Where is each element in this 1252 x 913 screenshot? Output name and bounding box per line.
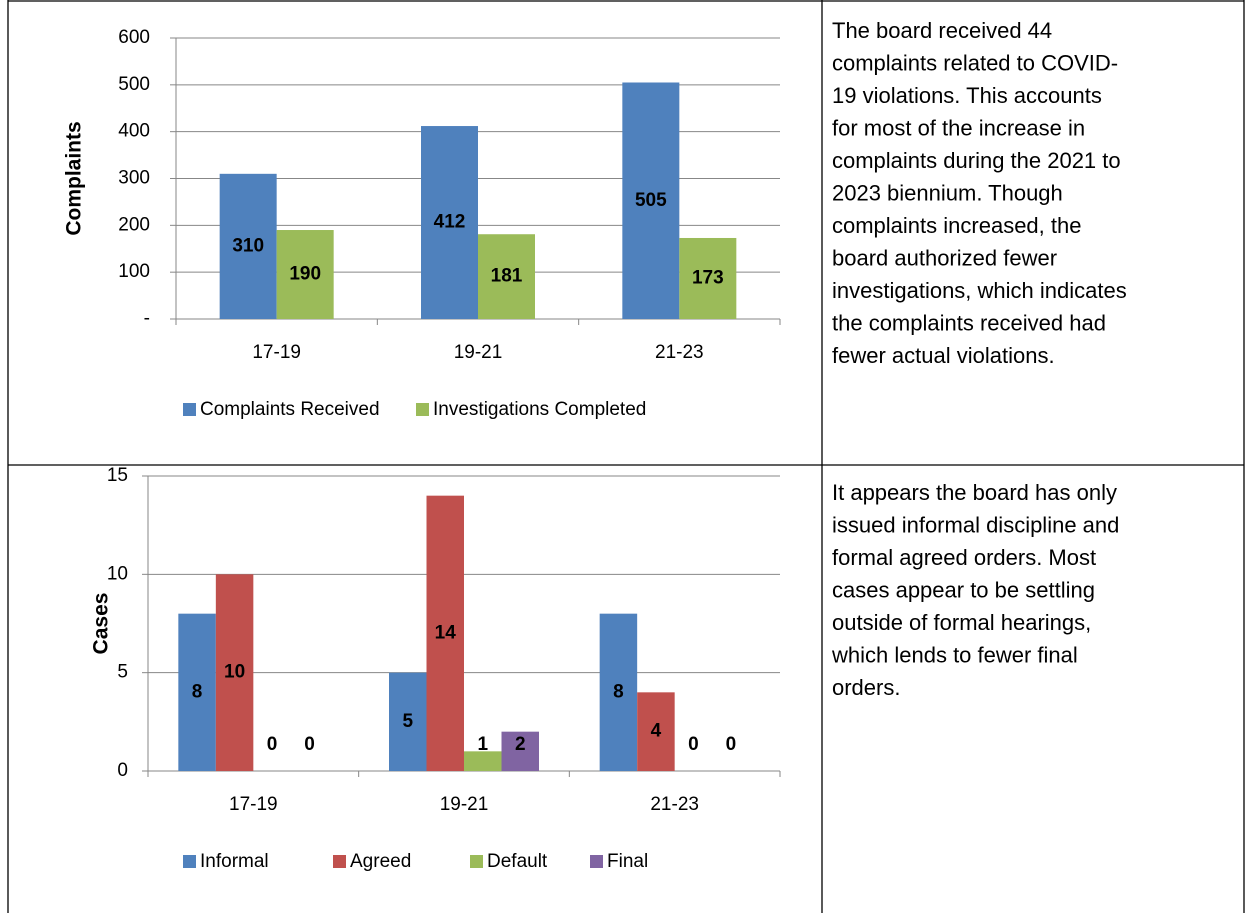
legend-swatch	[416, 403, 429, 416]
table-borders	[7, 0, 1245, 913]
value-label: 4	[651, 721, 662, 742]
bar	[599, 613, 638, 771]
value-label: 310	[232, 235, 264, 256]
legend-swatch	[183, 855, 196, 868]
value-label: 0	[267, 734, 278, 755]
legend-label: Investigations Completed	[433, 399, 646, 420]
note-line: the complaints received had	[832, 311, 1106, 336]
note-line: It appears the board has only	[832, 480, 1117, 505]
value-label: 412	[434, 212, 466, 233]
bar	[464, 751, 502, 771]
bar	[276, 230, 334, 319]
note-line: 2023 biennium. Though	[832, 181, 1063, 206]
legend-swatch	[590, 855, 603, 868]
x-tick-label: 19-21	[440, 794, 489, 815]
legend-label: Informal	[200, 851, 269, 872]
bar	[426, 495, 464, 771]
bar	[178, 613, 216, 771]
legend-swatch	[470, 855, 483, 868]
value-label: 10	[224, 662, 245, 683]
value-label: 8	[192, 681, 203, 702]
value-label: 0	[304, 734, 315, 755]
value-label: 8	[613, 681, 624, 702]
x-tick-label: 17-19	[252, 342, 301, 363]
y-tick-label: 400	[118, 121, 150, 142]
value-label: 1	[477, 734, 488, 755]
bar	[421, 126, 478, 320]
bar	[389, 672, 427, 771]
value-label: 2	[515, 734, 526, 755]
value-label: 0	[688, 734, 699, 755]
legend-label: Complaints Received	[200, 399, 380, 420]
note-line: for most of the increase in	[832, 116, 1085, 141]
y-tick-label: 500	[118, 74, 150, 95]
value-label: 14	[435, 622, 457, 643]
note-line: orders.	[832, 675, 900, 700]
legend-swatch	[333, 855, 346, 868]
y-tick-label: 100	[118, 261, 150, 282]
y-tick-label: 300	[118, 168, 150, 189]
bar	[637, 692, 675, 771]
bar	[501, 731, 539, 771]
note-line: formal agreed orders. Most	[832, 545, 1096, 570]
x-tick-label: 21-23	[650, 794, 699, 815]
x-tick-label: 19-21	[454, 342, 503, 363]
x-tick-label: 17-19	[229, 794, 278, 815]
y-tick-label: 0	[117, 760, 128, 781]
note-line: complaints during the 2021 to	[832, 148, 1121, 173]
y-tick-label: 10	[107, 563, 128, 584]
bar	[215, 574, 254, 771]
value-label: 173	[692, 268, 724, 289]
y-tick-label: 200	[118, 214, 150, 235]
bar	[679, 237, 737, 319]
value-label: 181	[491, 266, 523, 287]
bar	[219, 173, 277, 319]
bar	[622, 82, 680, 319]
y-tick-label: -	[144, 308, 150, 329]
note-line: investigations, which indicates	[832, 278, 1127, 303]
y-tick-label: 600	[118, 27, 150, 48]
value-label: 190	[289, 264, 321, 285]
note-line: The board received 44	[832, 18, 1052, 43]
note-line: fewer actual violations.	[832, 343, 1055, 368]
bar	[478, 234, 535, 319]
value-label: 5	[402, 711, 413, 732]
y-tick-label: 5	[117, 662, 128, 683]
note-line: outside of formal hearings,	[832, 610, 1091, 635]
y-axis-title: Cases	[90, 593, 113, 655]
note-line: which lends to fewer final	[831, 643, 1078, 668]
note-line: 19 violations. This accounts	[832, 83, 1102, 108]
y-tick-label: 15	[107, 465, 128, 486]
legend-swatch	[183, 403, 196, 416]
note-line: complaints increased, the	[832, 213, 1081, 238]
legend-label: Agreed	[350, 851, 411, 872]
y-axis-title: Complaints	[63, 121, 86, 235]
note-line: issued informal discipline and	[832, 513, 1119, 538]
legend-label: Default	[487, 851, 548, 872]
value-label: 0	[726, 734, 737, 755]
legend-label: Final	[607, 851, 648, 872]
note-line: cases appear to be settling	[832, 578, 1095, 603]
note-line: complaints related to COVID-	[832, 51, 1118, 76]
note-line: board authorized fewer	[832, 246, 1057, 271]
value-label: 505	[635, 190, 667, 211]
x-tick-label: 21-23	[655, 342, 704, 363]
